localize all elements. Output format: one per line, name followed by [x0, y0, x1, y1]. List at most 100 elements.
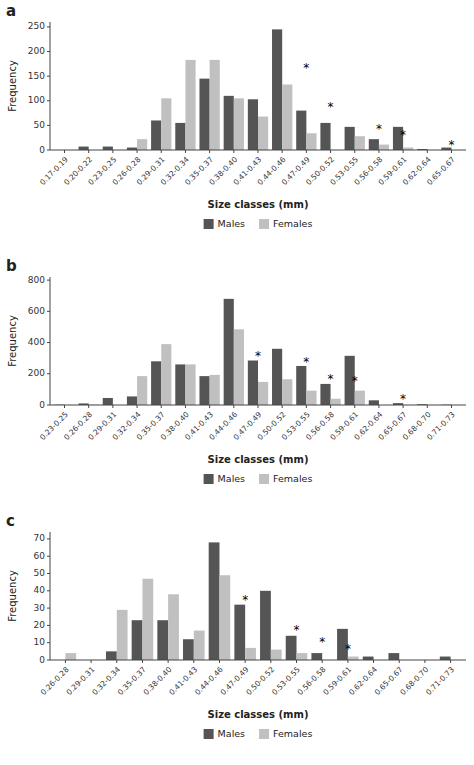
- bar: [142, 579, 153, 660]
- y-tick: [47, 608, 50, 609]
- annotation: *: [303, 61, 309, 75]
- bar: [248, 361, 258, 405]
- background: [0, 0, 474, 765]
- bar: [79, 147, 89, 150]
- x-tick: [403, 150, 404, 153]
- x-tick: [161, 150, 162, 153]
- x-axis-label: Size classes (mm): [208, 199, 309, 210]
- y-tick-label: 40: [34, 585, 46, 595]
- y-tick-label: 0: [39, 400, 45, 410]
- y-axis-line: [50, 277, 51, 405]
- bar: [296, 111, 306, 150]
- bar: [306, 391, 316, 405]
- y-tick: [47, 660, 50, 661]
- legend-label: Females: [273, 218, 312, 229]
- y-tick-label: 20: [34, 620, 46, 630]
- bar: [388, 653, 399, 660]
- bar: [117, 610, 128, 660]
- legend-label: Males: [218, 473, 246, 484]
- y-tick-label: 150: [28, 71, 45, 81]
- y-tick: [47, 590, 50, 591]
- x-tick: [65, 660, 66, 663]
- bar: [157, 620, 168, 660]
- x-tick: [64, 405, 65, 408]
- x-tick: [168, 660, 169, 663]
- x-tick: [282, 150, 283, 153]
- annotation: *: [255, 349, 261, 363]
- y-tick-label: 800: [28, 275, 45, 285]
- panel: b02004006008000.23-0.250.26-0.280.29-0.3…: [6, 257, 466, 484]
- x-tick-label: 0.71-0.73: [425, 410, 457, 442]
- legend-swatch: [204, 219, 214, 229]
- y-tick-label: 100: [28, 95, 45, 105]
- bars: [79, 29, 452, 150]
- panel-label: a: [6, 2, 16, 20]
- x-tick: [219, 660, 220, 663]
- y-tick-label: 50: [34, 120, 46, 130]
- bar: [224, 96, 234, 150]
- bar: [363, 657, 374, 660]
- legend-swatch: [204, 729, 214, 739]
- x-tick: [427, 150, 428, 153]
- bar: [194, 631, 205, 660]
- x-tick: [378, 150, 379, 153]
- x-tick-label: 0.71-0.73: [424, 665, 456, 697]
- panel-label: b: [6, 257, 17, 275]
- bar: [355, 136, 365, 150]
- bar: [320, 123, 330, 150]
- bar: [369, 400, 379, 405]
- bar: [271, 650, 282, 660]
- x-tick: [137, 150, 138, 153]
- x-tick: [185, 405, 186, 408]
- legend-label: Females: [273, 473, 312, 484]
- y-tick: [47, 100, 50, 101]
- x-tick: [378, 405, 379, 408]
- y-tick-label: 0: [39, 655, 45, 665]
- bar: [210, 60, 220, 150]
- x-axis-label: Size classes (mm): [208, 709, 309, 720]
- x-tick: [354, 150, 355, 153]
- legend: MalesFemales: [204, 218, 313, 230]
- y-tick: [47, 150, 50, 151]
- bar: [286, 636, 297, 660]
- bar: [311, 653, 322, 660]
- bar: [369, 139, 379, 150]
- x-tick: [258, 405, 259, 408]
- legend-swatch: [259, 474, 269, 484]
- y-tick: [47, 538, 50, 539]
- x-tick: [137, 405, 138, 408]
- x-tick: [112, 405, 113, 408]
- annotation: *: [328, 372, 334, 386]
- x-tick: [296, 660, 297, 663]
- x-tick: [322, 660, 323, 663]
- bar: [345, 127, 355, 150]
- x-tick: [258, 150, 259, 153]
- y-tick: [47, 556, 50, 557]
- y-tick: [47, 373, 50, 374]
- bar: [379, 145, 389, 150]
- bar: [151, 361, 161, 405]
- bar: [272, 29, 282, 150]
- legend: MalesFemales: [204, 728, 313, 740]
- annotation: *: [319, 635, 325, 649]
- x-tick: [233, 150, 234, 153]
- bar: [185, 364, 195, 405]
- y-axis-label: Frequency: [7, 60, 18, 112]
- bar: [306, 133, 316, 150]
- y-tick: [47, 625, 50, 626]
- bar: [219, 575, 230, 660]
- annotation: *: [376, 122, 382, 136]
- annotation: *: [352, 374, 358, 388]
- bar: [258, 117, 268, 150]
- annotation: *: [303, 355, 309, 369]
- y-tick-label: 70: [34, 533, 46, 543]
- y-tick-label: 0: [39, 145, 45, 155]
- x-tick: [161, 405, 162, 408]
- legend-swatch: [204, 474, 214, 484]
- bar: [185, 60, 195, 150]
- legend: Males Females: [204, 473, 313, 485]
- bar: [297, 653, 308, 660]
- bar: [168, 594, 179, 660]
- bar: [137, 376, 147, 405]
- bars: [65, 542, 450, 660]
